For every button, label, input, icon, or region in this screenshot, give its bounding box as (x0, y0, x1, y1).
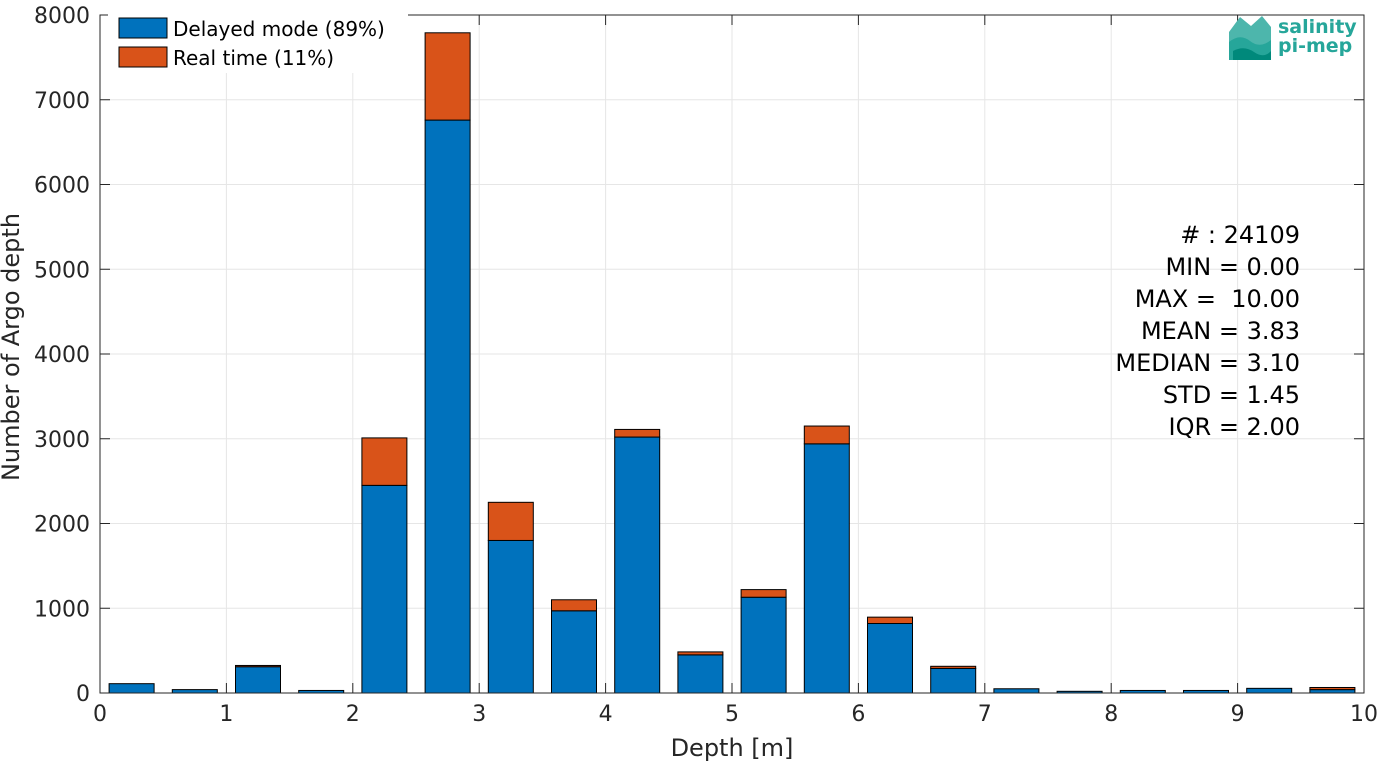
x-axis-label: Depth [m] (671, 734, 794, 762)
bar-realtime-6 (487, 501, 534, 541)
x-tick-label-7: 7 (978, 702, 992, 727)
x-tick-label-5: 5 (725, 702, 739, 727)
y-tick-label-5: 5000 (34, 258, 90, 283)
wave-logo-icon (1229, 16, 1271, 60)
x-tick-label-4: 4 (599, 702, 613, 727)
bar-delayed-10 (740, 596, 787, 694)
bar-realtime-9 (677, 651, 724, 656)
bar-delayed-18 (1246, 687, 1293, 694)
bar-realtime-4 (361, 437, 408, 486)
bar-realtime-13 (930, 665, 977, 669)
y-tick-label-4: 4000 (34, 343, 90, 368)
bar-delayed-4 (361, 484, 408, 694)
bar-realtime-5 (424, 32, 471, 121)
legend-swatch-delayed (118, 17, 168, 39)
bar-delayed-14 (993, 688, 1040, 694)
stat-std: STD = 1.45 (1163, 381, 1300, 409)
bar-delayed-1 (171, 689, 218, 694)
x-tick-label-6: 6 (851, 702, 865, 727)
legend: Delayed mode (89%) Real time (11%) (108, 11, 408, 73)
bar-realtime-8 (614, 428, 661, 438)
bar-realtime-11 (803, 425, 850, 445)
x-tick-label-1: 1 (219, 702, 233, 727)
stat-count: # : 24109 (1180, 221, 1300, 249)
legend-label-realtime: Real time (11%) (173, 46, 334, 70)
bar-realtime-2 (235, 664, 281, 668)
stat-mean: MEAN = 3.83 (1141, 317, 1300, 345)
bar-realtime-10 (740, 589, 787, 598)
x-tick-label-8: 8 (1104, 702, 1118, 727)
bar-delayed-6 (487, 539, 534, 694)
x-tick-label-9: 9 (1231, 702, 1245, 727)
stat-max: MAX = 10.00 (1135, 285, 1300, 313)
y-axis-ticks: 0 1000 2000 3000 4000 5000 6000 7000 8000 (34, 4, 1364, 707)
bar-delayed-12 (867, 623, 913, 694)
x-tick-label-10: 10 (1350, 702, 1378, 727)
y-tick-label-0: 0 (76, 682, 90, 707)
bars (108, 32, 1356, 694)
bar-realtime-19 (1309, 686, 1356, 691)
stat-median: MEDIAN = 3.10 (1115, 349, 1300, 377)
bar-delayed-5 (424, 119, 471, 694)
x-tick-label-3: 3 (472, 702, 486, 727)
bar-delayed-0 (108, 683, 155, 694)
bar-realtime-12 (867, 616, 913, 625)
y-tick-label-6: 6000 (34, 174, 90, 199)
bar-delayed-7 (551, 610, 597, 694)
x-tick-label-0: 0 (93, 702, 107, 727)
stats-box: # : 24109 MIN = 0.00 MAX = 10.00 MEAN = … (1115, 221, 1300, 441)
x-tick-label-2: 2 (346, 702, 360, 727)
bar-delayed-13 (930, 667, 977, 694)
y-axis-label: Number of Argo depth (0, 213, 25, 481)
stat-min: MIN = 0.00 (1165, 253, 1300, 281)
y-tick-label-8: 8000 (34, 4, 90, 29)
bar-delayed-9 (677, 654, 724, 694)
y-tick-label-7: 7000 (34, 89, 90, 114)
stat-iqr: IQR = 2.00 (1169, 413, 1300, 441)
bar-delayed-8 (614, 436, 661, 694)
y-tick-label-1: 1000 (34, 597, 90, 622)
bar-delayed-11 (803, 443, 850, 694)
x-axis-ticks: 0 1 2 3 4 5 6 7 8 9 10 (93, 15, 1378, 727)
legend-swatch-realtime (118, 46, 168, 68)
legend-label-delayed: Delayed mode (89%) (173, 17, 385, 41)
salinity-pimep-logo: salinity pi-mep (1229, 16, 1357, 60)
bar-delayed-19 (1309, 689, 1356, 694)
bar-delayed-2 (235, 666, 281, 694)
logo-text-line2: pi-mep (1278, 35, 1352, 57)
y-tick-label-2: 2000 (34, 513, 90, 538)
logo-text-line1: salinity (1278, 16, 1357, 38)
y-tick-label-3: 3000 (34, 428, 90, 453)
bar-realtime-7 (551, 599, 597, 612)
